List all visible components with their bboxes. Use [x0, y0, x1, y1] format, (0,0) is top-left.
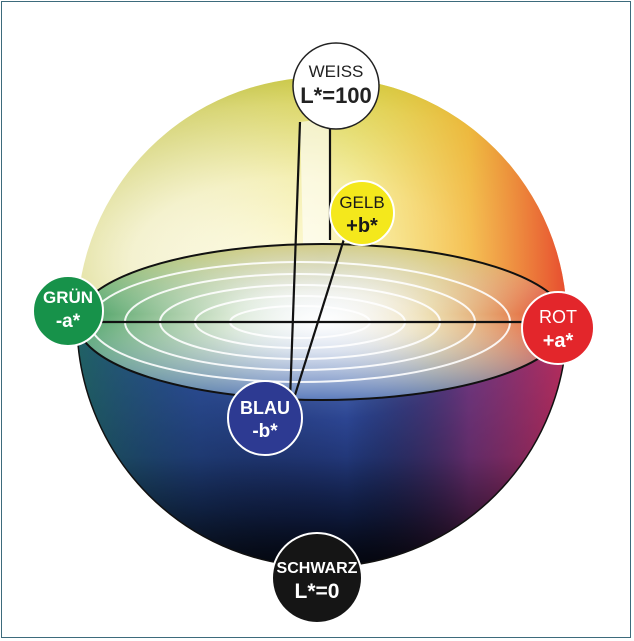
- node-yellow: GELB +b*: [329, 180, 395, 246]
- white-node-circle: [292, 42, 380, 130]
- yellow-node-value: +b*: [346, 215, 378, 237]
- red-node-name: ROT: [539, 307, 577, 327]
- node-white: WEISS L*=100: [292, 42, 380, 130]
- black-node-circle: [271, 532, 363, 624]
- white-node-value: L*=100: [300, 83, 372, 108]
- black-node-value: L*=0: [295, 580, 340, 603]
- node-blue: BLAU -b*: [227, 380, 303, 456]
- node-red: ROT +a*: [521, 291, 595, 365]
- green-node-name: GRÜN: [43, 288, 93, 307]
- red-node-circle: [521, 291, 595, 365]
- blue-node-value: -b*: [252, 421, 278, 442]
- green-node-circle: [32, 275, 104, 347]
- lightness-axis-left: [288, 121, 302, 401]
- axes: [90, 118, 555, 401]
- yellow-node-name: GELB: [339, 193, 384, 212]
- b-axis-line: [293, 219, 352, 396]
- green-node-value: -a*: [56, 311, 81, 332]
- node-black: SCHWARZ L*=0: [271, 532, 363, 624]
- node-green: GRÜN -a*: [32, 275, 104, 347]
- blue-node-circle: [227, 380, 303, 456]
- white-node-name: WEISS: [309, 62, 364, 81]
- red-node-value: +a*: [543, 330, 574, 352]
- blue-node-name: BLAU: [240, 398, 290, 418]
- yellow-node-circle: [329, 180, 395, 246]
- black-node-name: SCHWARZ: [277, 560, 358, 577]
